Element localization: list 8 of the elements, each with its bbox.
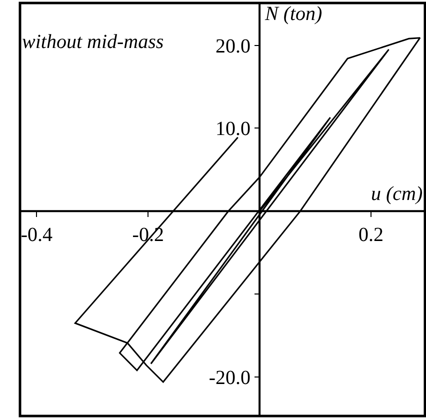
y-tick-label: -20.0	[208, 367, 251, 390]
y-axis-title: N (ton)	[264, 3, 323, 25]
x-tick-label: -0.4	[20, 224, 53, 246]
y-tick-label: 10.0	[216, 118, 251, 140]
annotation: without mid-mass	[22, 31, 164, 53]
x-tick-label: 0.2	[358, 224, 384, 246]
y-tick-label: 20.0	[216, 35, 251, 58]
x-axis-title: u (cm)	[371, 183, 423, 205]
